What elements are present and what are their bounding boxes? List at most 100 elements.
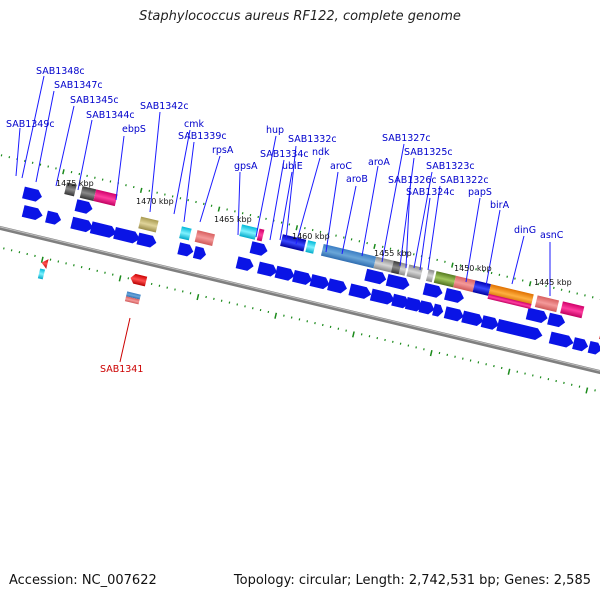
scale-tick [139, 187, 143, 194]
scale-tick [507, 368, 511, 375]
gene-block-grey [398, 262, 408, 276]
gene-label[interactable]: papS [468, 187, 492, 198]
leader-line [381, 143, 405, 263]
scale-tick [429, 350, 433, 357]
scale-tick [585, 387, 589, 394]
gene-label[interactable]: SAB1342c [140, 101, 189, 112]
gene-label[interactable]: gpsA [234, 161, 258, 172]
scale-tick [62, 169, 65, 175]
gene-label[interactable]: SAB1344c [86, 110, 135, 121]
gene-label[interactable]: aroB [346, 174, 368, 185]
cds-arrow [309, 274, 330, 290]
cds-arrow [572, 337, 589, 352]
leader-line [199, 155, 221, 223]
gene-label[interactable]: SAB1349c [6, 119, 55, 130]
gene-label[interactable]: hup [266, 125, 284, 136]
leader-line [485, 209, 501, 287]
cds-arrow [274, 265, 295, 281]
gene-label[interactable]: birA [490, 200, 510, 211]
gene-block-olive [138, 216, 159, 233]
gene-label[interactable]: aroA [368, 157, 390, 168]
cds-arrow [177, 242, 194, 257]
cds-arrow [480, 315, 499, 330]
leader-line [237, 171, 241, 236]
gene-label[interactable]: SAB1332c [288, 134, 337, 145]
leader-line-highlight [119, 317, 131, 363]
cds-arrow-reverse [41, 259, 49, 269]
cds-arrow [136, 232, 157, 248]
cds-arrow [45, 210, 62, 225]
cds-arrow [327, 278, 347, 294]
gene-label[interactable]: SAB1326c [388, 175, 437, 186]
cds-arrow [547, 312, 566, 328]
gene-block-pink [93, 189, 118, 207]
leader-line [183, 141, 195, 223]
gene-label[interactable]: dinG [514, 225, 536, 236]
scale-label: 1460 kbp [292, 232, 330, 241]
leader-line [21, 75, 45, 179]
gene-label-highlight[interactable]: SAB1341 [100, 364, 143, 375]
gene-label[interactable]: SAB1325c [404, 147, 453, 158]
cds-arrow [257, 261, 277, 277]
gene-block-grey [406, 264, 423, 280]
scale-tick [373, 243, 376, 250]
gene-label[interactable]: ebpS [122, 124, 146, 135]
gene-label[interactable]: SAB1348c [36, 66, 85, 77]
scale-tick [451, 262, 454, 268]
gene-block-blue [320, 243, 377, 269]
gene-block-blue-dark [472, 280, 491, 296]
gene-label[interactable]: aroC [330, 161, 352, 172]
gene-label[interactable]: SAB1339c [178, 131, 227, 142]
accession-text: Accession: NC_007622 [9, 573, 157, 588]
leader-line [341, 185, 357, 255]
gene-label[interactable]: SAB1322c [440, 175, 489, 186]
scale-tick [274, 312, 278, 319]
cds-arrow [418, 300, 435, 315]
scale-tick [217, 206, 221, 212]
gene-block-cyan [305, 240, 316, 254]
leader-line [465, 197, 481, 283]
gene-label[interactable]: asnC [540, 230, 564, 241]
topology-text: Topology: circular; Length: 2,742,531 bp… [233, 573, 591, 588]
gene-label[interactable]: cmk [184, 119, 204, 130]
cds-arrow [443, 306, 464, 322]
gene-block-salmon [534, 295, 560, 313]
gene-label[interactable]: SAB1347c [54, 80, 103, 91]
cds-arrow [432, 303, 444, 317]
cds-arrow [385, 273, 410, 290]
gene-label[interactable]: SAB1324c [406, 187, 455, 198]
leader-line [15, 127, 21, 177]
leader-line [325, 171, 339, 253]
gene-label[interactable]: ubiE [282, 161, 303, 172]
cds-arrow [235, 256, 254, 271]
leader-line [255, 135, 277, 238]
gene-block-grey [373, 256, 394, 273]
cds-arrow [113, 227, 140, 244]
gene-block-salmon [124, 296, 140, 305]
gene-label[interactable]: ndk [312, 147, 330, 158]
gene-block-green [433, 271, 456, 288]
leader-line [77, 119, 93, 191]
gene-label[interactable]: SAB1334c [260, 149, 309, 160]
leader-line [55, 105, 75, 187]
leader-line [285, 145, 297, 241]
outer-scale-ticks [0, 154, 600, 301]
gene-label[interactable]: SAB1323c [426, 161, 475, 172]
gene-label[interactable]: SAB1345c [70, 95, 119, 106]
genome-track [0, 154, 600, 394]
gene-block-grey [425, 269, 435, 283]
genome-backbone [0, 214, 600, 391]
gene-block-dark [64, 182, 77, 197]
leader-line [173, 129, 191, 215]
gene-block-salmon [194, 230, 215, 247]
reverse-strand-features [37, 259, 148, 305]
scale-tick [118, 275, 122, 282]
leader-line [399, 157, 415, 267]
gene-label[interactable]: rpsA [212, 145, 234, 156]
scale-tick [528, 281, 532, 287]
cds-arrow [348, 283, 372, 299]
gene-label[interactable]: SAB1327c [382, 133, 431, 144]
label-leader-lines [15, 75, 551, 363]
scale-label: 1475 kbp [56, 179, 94, 188]
